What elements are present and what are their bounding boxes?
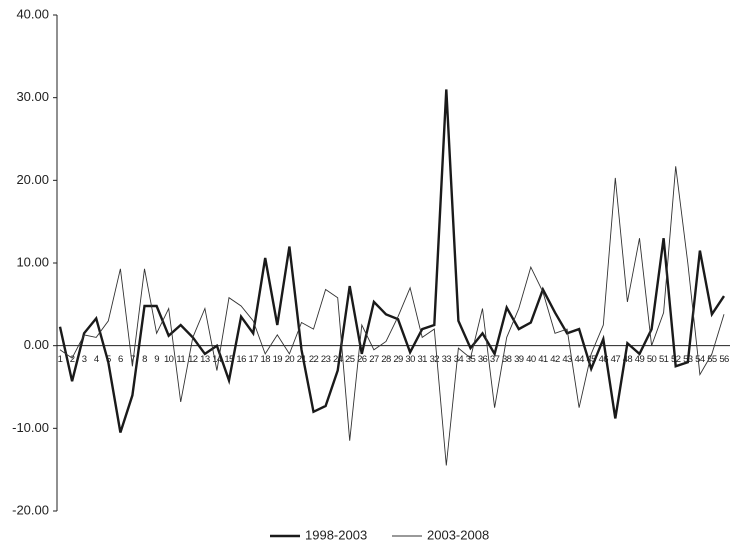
x-tick-label: 1 — [58, 354, 63, 365]
y-tick-label: -10.00 — [12, 420, 49, 435]
x-tick-label: 33 — [442, 354, 452, 365]
x-tick-label: 39 — [514, 354, 524, 365]
x-tick-label: 45 — [587, 354, 597, 365]
x-tick-label: 47 — [611, 354, 621, 365]
x-tick-label: 6 — [118, 354, 123, 365]
x-tick-label: 42 — [550, 354, 560, 365]
x-tick-label: 48 — [623, 354, 633, 365]
y-tick-label: 20.00 — [16, 172, 49, 187]
x-tick-label: 31 — [417, 354, 427, 365]
x-tick-label: 26 — [357, 354, 367, 365]
x-tick-label: 13 — [200, 354, 210, 365]
x-tick-label: 37 — [490, 354, 500, 365]
x-tick-label: 55 — [707, 354, 717, 365]
x-tick-label: 27 — [369, 354, 379, 365]
legend-label: 1998-2003 — [305, 527, 367, 542]
legend-label: 2003-2008 — [427, 527, 489, 542]
x-tick-label: 10 — [164, 354, 174, 365]
x-tick-label: 49 — [635, 354, 645, 365]
x-tick-label: 54 — [695, 354, 705, 365]
x-tick-label: 32 — [430, 354, 440, 365]
x-tick-label: 25 — [345, 354, 355, 365]
x-tick-label: 11 — [176, 354, 185, 365]
x-tick-label: 40 — [526, 354, 536, 365]
x-tick-label: 14 — [212, 354, 222, 365]
x-tick-label: 15 — [224, 354, 234, 365]
x-tick-label: 12 — [188, 354, 198, 365]
x-tick-label: 17 — [248, 354, 258, 365]
x-tick-label: 2 — [70, 354, 75, 365]
x-tick-label: 50 — [647, 354, 657, 365]
x-tick-label: 19 — [273, 354, 283, 365]
x-tick-label: 30 — [405, 354, 415, 365]
x-tick-label: 46 — [599, 354, 609, 365]
y-tick-label: 30.00 — [16, 89, 49, 104]
x-tick-label: 4 — [94, 354, 99, 365]
y-tick-label: 40.00 — [16, 6, 49, 21]
x-tick-label: 20 — [285, 354, 295, 365]
x-tick-label: 8 — [142, 354, 147, 365]
x-tick-label: 36 — [478, 354, 488, 365]
x-tick-label: 44 — [574, 354, 584, 365]
x-tick-label: 34 — [454, 354, 464, 365]
series-line — [58, 89, 725, 433]
x-tick-label: 43 — [562, 354, 572, 365]
x-tick-label: 23 — [321, 354, 331, 365]
y-tick-label: 10.00 — [16, 254, 49, 269]
x-tick-label: 21 — [297, 354, 307, 365]
x-tick-label: 29 — [393, 354, 403, 365]
x-tick-label: 9 — [154, 354, 159, 365]
x-tick-label: 22 — [309, 354, 319, 365]
x-tick-label: 38 — [502, 354, 512, 365]
y-tick-label: 0.00 — [24, 337, 49, 352]
x-tick-label: 51 — [659, 354, 669, 365]
x-tick-label: 16 — [236, 354, 246, 365]
x-tick-label: 28 — [381, 354, 391, 365]
x-tick-label: 3 — [82, 354, 87, 365]
series-line — [59, 166, 725, 466]
x-tick-label: 56 — [719, 354, 729, 365]
x-tick-label: 41 — [538, 354, 548, 365]
x-tick-label: 18 — [261, 354, 271, 365]
x-tick-label: 35 — [466, 354, 476, 365]
y-tick-label: -20.00 — [12, 502, 49, 517]
